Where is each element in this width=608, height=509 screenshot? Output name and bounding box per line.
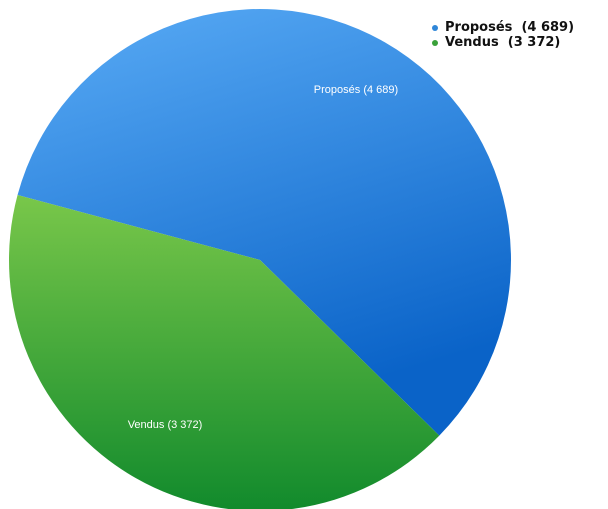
legend-label-proposes: Proposés (4 689) <box>445 20 575 35</box>
slice-label: Vendus (3 372) <box>128 419 203 431</box>
slice-label: Proposés (4 689) <box>314 84 398 96</box>
legend-item-proposes: Proposés (4 689) <box>432 20 574 35</box>
legend-dot-proposes <box>432 24 438 31</box>
pie-slice-proposs <box>17 9 511 436</box>
legend-item-vendus: Vendus (3 372) <box>432 35 574 50</box>
legend-label-vendus: Vendus (3 372) <box>445 35 561 50</box>
legend-dot-vendus <box>432 39 438 46</box>
legend: Proposés (4 689) Vendus (3 372) <box>432 20 574 50</box>
pie-slice-vendus <box>8 195 440 509</box>
